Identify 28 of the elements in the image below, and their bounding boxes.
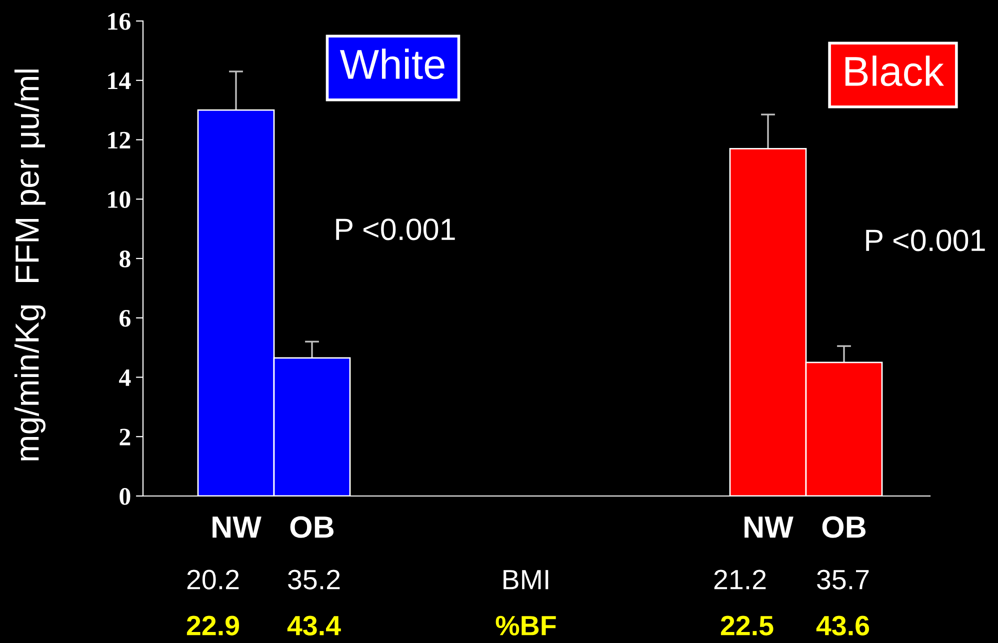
text: 21.2 xyxy=(714,570,766,590)
y-tick-label: 16 xyxy=(108,13,130,30)
text: 22.9 xyxy=(186,616,240,636)
y-tick-label: 14 xyxy=(108,72,131,90)
text: BMI xyxy=(504,570,548,590)
y-axis-title: mg/min/Kg FFM per μu/ml xyxy=(14,70,46,460)
text: 43.4 xyxy=(287,616,341,636)
annotation: P <0.001 xyxy=(336,218,455,240)
text: %BF xyxy=(496,616,556,636)
text: 22.5 xyxy=(720,616,774,636)
y-tick-label: 8 xyxy=(120,250,130,268)
y-tick-label: 0 xyxy=(120,488,130,505)
annotation: Black xyxy=(845,56,944,86)
y-tick-label: 10 xyxy=(108,191,130,208)
text: 43.6 xyxy=(816,616,870,636)
x-tick-label: OB xyxy=(822,516,866,538)
text: 20.2 xyxy=(187,570,239,590)
y-tick-label: 2 xyxy=(120,428,130,446)
x-tick-label: NW xyxy=(744,516,794,538)
y-tick-label: 12 xyxy=(108,132,130,148)
x-tick-label: NW xyxy=(212,516,262,538)
text: 35.2 xyxy=(288,570,340,590)
y-tick-label: 4 xyxy=(119,369,131,386)
y-tick-label: 6 xyxy=(120,310,130,327)
x-tick-label: OB xyxy=(290,516,334,538)
annotation: P <0.001 xyxy=(866,230,985,252)
text: 35.7 xyxy=(817,570,869,590)
annotation: White xyxy=(340,48,444,80)
